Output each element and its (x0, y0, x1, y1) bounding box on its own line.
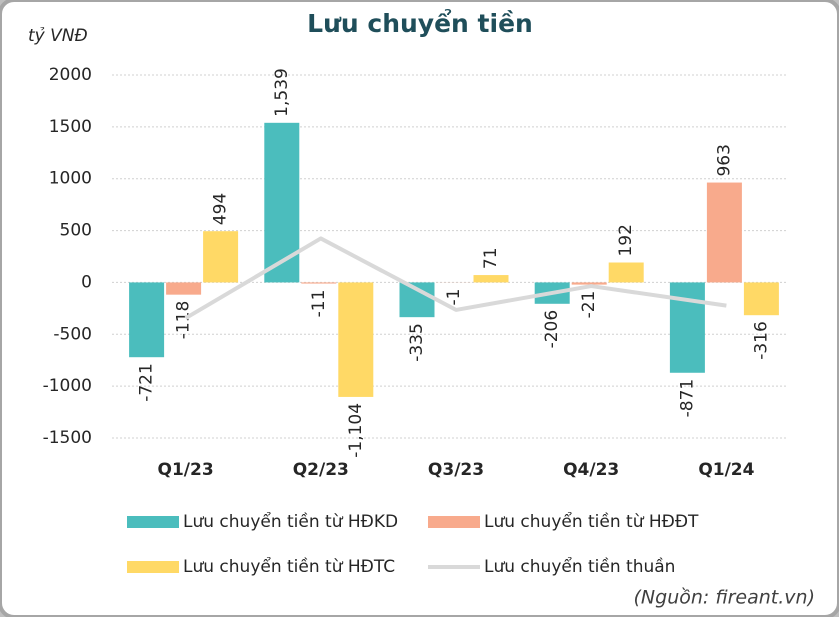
legend-swatch (127, 561, 179, 573)
value-label: 1,539 (272, 68, 292, 117)
value-label: -721 (137, 363, 157, 402)
bar (669, 282, 705, 373)
value-label: 494 (211, 193, 231, 225)
y-tick-label: 2000 (49, 65, 92, 85)
value-label: 71 (481, 247, 501, 269)
y-tick-label: 500 (60, 221, 92, 241)
bar (608, 262, 644, 283)
bar (166, 282, 202, 295)
value-label: -1,104 (346, 403, 366, 458)
x-tick-label: Q1/23 (158, 460, 214, 480)
chart-title: Lưu chuyển tiền (307, 8, 533, 38)
legend-label: Lưu chuyển tiền từ HĐĐT (484, 511, 699, 532)
legend-swatch (127, 516, 179, 528)
value-label: 963 (714, 144, 734, 176)
bar (301, 282, 337, 284)
y-tick-label: -500 (53, 324, 92, 344)
bar (264, 122, 300, 283)
bar (706, 182, 742, 283)
y-tick-label: -1000 (43, 376, 92, 396)
value-label: -316 (751, 321, 771, 360)
y-tick-label: 1000 (49, 169, 92, 189)
source: (Nguồn: fireant.vn) (634, 587, 815, 609)
x-tick-label: Q4/23 (563, 460, 619, 480)
value-label: -206 (542, 310, 562, 349)
bar (203, 231, 239, 283)
bar (129, 282, 165, 358)
legend-label: Lưu chuyển tiền từ HĐKD (183, 511, 398, 532)
value-label: -21 (579, 291, 599, 319)
legend-label: Lưu chuyển tiền thuần (484, 556, 675, 577)
value-label: -11 (309, 290, 329, 318)
bar (338, 282, 374, 397)
value-label: -871 (677, 379, 697, 418)
value-label: -335 (407, 323, 427, 362)
x-tick-label: Q3/23 (428, 460, 484, 480)
legend-swatch (428, 516, 480, 528)
y-tick-label: 1500 (49, 117, 92, 137)
bar (473, 275, 509, 283)
value-label: -118 (174, 301, 194, 340)
x-tick-label: Q1/24 (698, 460, 754, 480)
bar (571, 282, 607, 285)
line (184, 236, 727, 320)
legend-label: Lưu chuyển tiền từ HĐTC (183, 556, 395, 577)
x-tick-label: Q2/23 (293, 460, 349, 480)
bar (743, 282, 779, 316)
y-tick-label: 0 (81, 272, 92, 292)
value-label: 192 (616, 224, 636, 256)
value-label: -1 (444, 289, 464, 306)
y-tick-label: -1500 (43, 428, 92, 448)
y-axis-label: tỷ VNĐ (28, 26, 88, 46)
